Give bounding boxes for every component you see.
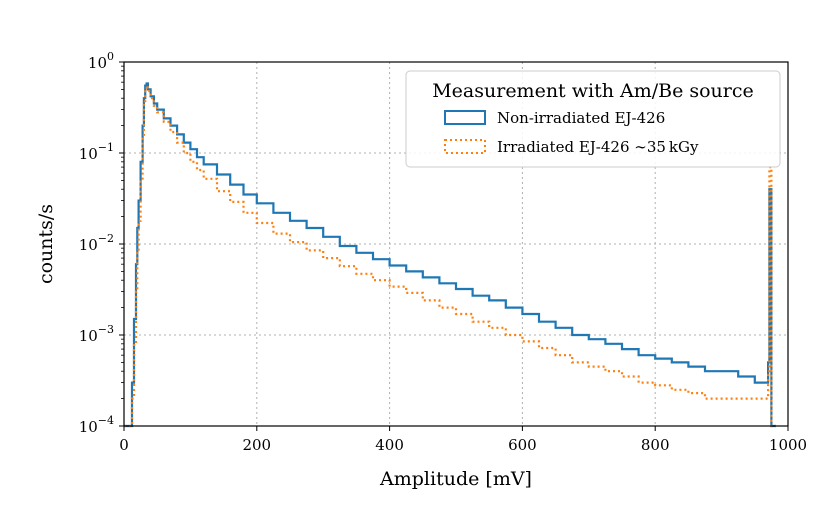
legend-label-irradiated: Irradiated EJ-426 ∼35 kGy	[497, 138, 699, 156]
y-tick-label: 10−4	[79, 414, 114, 436]
x-tick-label: 200	[242, 436, 271, 454]
legend: Measurement with Am/Be source Non-irradi…	[405, 70, 781, 168]
y-tick-label: 10−1	[79, 141, 114, 163]
y-tick-label: 10−3	[79, 323, 114, 345]
y-tick-label: 10−2	[79, 232, 114, 254]
x-tick-label: 600	[508, 436, 537, 454]
axis-ticks: 0 200 400 600 800 1000 100 10−1 10−2 10−3 10−4	[79, 50, 807, 454]
series-line-1	[124, 84, 776, 428]
legend-title: Measurement with Am/Be source	[432, 80, 754, 102]
legend-swatch-irradiated	[444, 139, 486, 154]
series-line-0	[124, 82, 776, 428]
x-tick-label: 1000	[769, 436, 807, 454]
y-axis-label: counts/s	[35, 204, 57, 284]
x-tick-label: 400	[375, 436, 404, 454]
y-tick-label: 100	[88, 50, 114, 72]
legend-swatch-non-irradiated	[444, 110, 486, 125]
series-layer	[124, 82, 776, 428]
legend-box	[405, 70, 781, 168]
x-tick-label: 0	[119, 436, 129, 454]
x-tick-label: 800	[641, 436, 670, 454]
x-axis-label: Amplitude [mV]	[379, 468, 532, 490]
legend-label-non-irradiated: Non-irradiated EJ-426	[497, 109, 665, 127]
